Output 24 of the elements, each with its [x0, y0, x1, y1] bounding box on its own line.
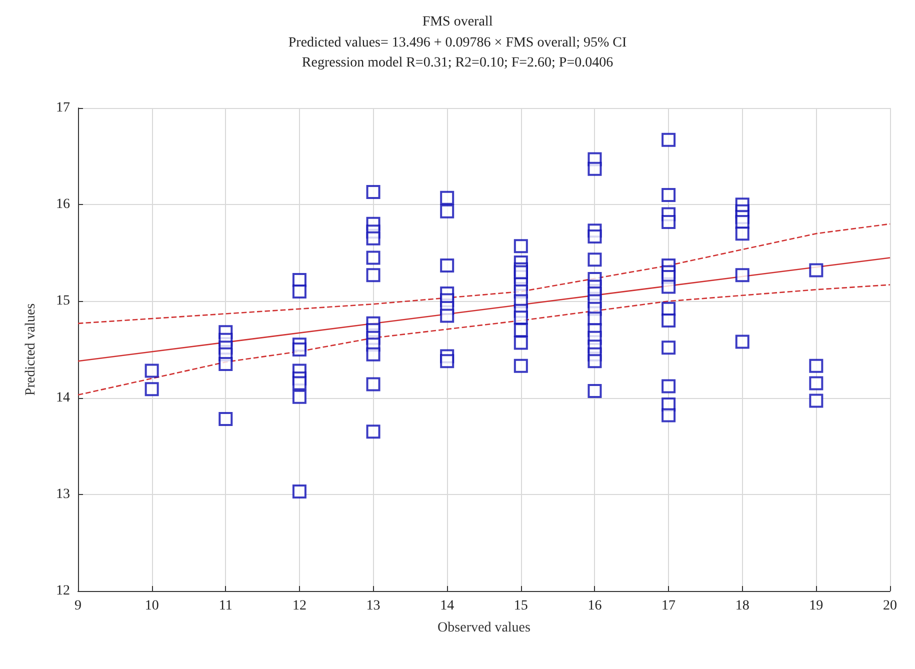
y-tick-label: 13	[56, 486, 70, 502]
x-tick-label: 20	[883, 598, 897, 614]
line-series	[77, 284, 891, 396]
x-tick-label: 13	[366, 598, 380, 614]
x-tick-label: 10	[144, 598, 159, 614]
y-tick-label: 16	[56, 197, 70, 212]
chart-title: FMS overall	[422, 14, 493, 30]
chart-subtitle: Predicted values= 13.496 + 0.09786 × FMS overall; 95% CI Regression model R=0.31; R2=0.10; F=2.60; P=0.0406	[288, 36, 627, 70]
y-tick-label: 12	[56, 584, 70, 598]
y-axis-title: Predicted values	[24, 303, 38, 396]
x-tick-label: 17	[662, 598, 676, 614]
x-tick-label: 12	[292, 598, 306, 614]
x-tick-label: 16	[588, 598, 602, 614]
x-tick-label: 19	[809, 598, 824, 614]
x-axis-title: Observed values	[438, 620, 530, 636]
x-tick-label: 9	[74, 598, 82, 614]
x-tick-label: 18	[735, 598, 750, 614]
x-tick-label: 15	[514, 598, 528, 614]
x-tick-label: 14	[440, 598, 454, 614]
x-tick-label: 11	[218, 598, 232, 614]
line-series	[77, 223, 891, 324]
y-tick-label: 14	[56, 390, 70, 406]
y-tick-label: 15	[56, 294, 70, 309]
y-tick-label: 17	[56, 100, 70, 116]
